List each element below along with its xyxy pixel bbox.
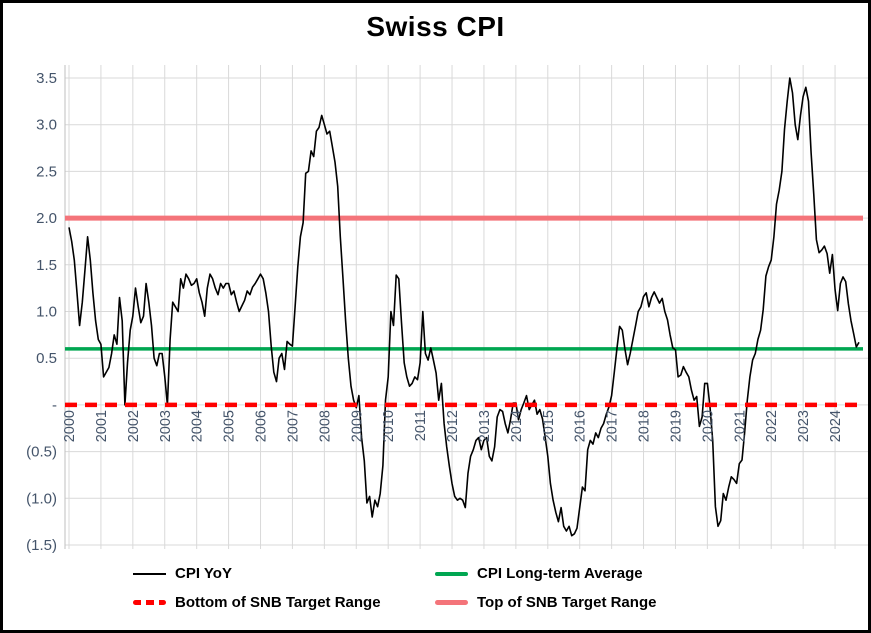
svg-text:2010: 2010 [381, 410, 397, 442]
svg-text:(1.5): (1.5) [26, 537, 57, 554]
x-axis-labels: 2000 2001 2002 2003 2004 2005 2006 2007 2008 2009… [62, 410, 844, 442]
svg-text:2013: 2013 [477, 410, 493, 442]
svg-text:2019: 2019 [668, 410, 684, 442]
svg-text:-: - [52, 397, 57, 414]
plot-area: 3.5 3.0 2.5 2.0 1.5 1.0 0.5 - (0.5) (1.0) (1.5) 200… [26, 65, 868, 554]
svg-text:0.5: 0.5 [36, 350, 57, 367]
svg-text:2009: 2009 [349, 410, 365, 442]
svg-text:2002: 2002 [126, 410, 142, 442]
svg-text:2014: 2014 [509, 410, 525, 442]
svg-text:2015: 2015 [541, 410, 557, 442]
svg-text:2003: 2003 [158, 410, 174, 442]
svg-text:2006: 2006 [254, 410, 270, 442]
legend-label-snb-target-bottom: Bottom of SNB Target Range [175, 594, 381, 611]
svg-text:(0.5): (0.5) [26, 444, 57, 461]
svg-text:2008: 2008 [317, 410, 333, 442]
svg-text:2020: 2020 [700, 410, 716, 442]
gridlines [64, 65, 868, 549]
svg-text:2018: 2018 [637, 410, 653, 442]
snb-bottom-dashed-swatch-icon [133, 600, 166, 605]
legend: CPI YoY CPI Long-term Average Bottom of … [133, 565, 656, 611]
cpi-yoy-line-swatch-icon [133, 572, 166, 575]
y-axis-labels: 3.5 3.0 2.5 2.0 1.5 1.0 0.5 - (0.5) (1.0) (1.5) [26, 70, 57, 554]
svg-text:2017: 2017 [605, 410, 621, 442]
svg-text:2001: 2001 [94, 410, 110, 442]
legend-item-snb-target-top: Top of SNB Target Range [435, 594, 656, 611]
svg-text:2023: 2023 [796, 410, 812, 442]
svg-text:2022: 2022 [764, 410, 780, 442]
svg-text:2011: 2011 [413, 410, 429, 441]
legend-item-snb-target-bottom: Bottom of SNB Target Range [133, 594, 435, 611]
chart-title: Swiss CPI [366, 11, 505, 42]
average-line-swatch-icon [435, 571, 468, 576]
legend-label-cpi-yoy: CPI YoY [175, 565, 232, 582]
svg-text:2004: 2004 [190, 410, 206, 442]
legend-label-cpi-long-term-average: CPI Long-term Average [477, 565, 643, 582]
cpi-yoy-line [68, 77, 860, 537]
svg-text:1.0: 1.0 [36, 304, 57, 321]
svg-text:2.0: 2.0 [36, 210, 57, 227]
svg-text:(1.0): (1.0) [26, 490, 57, 507]
svg-text:3.5: 3.5 [36, 70, 57, 87]
svg-text:2021: 2021 [732, 410, 748, 442]
svg-text:2016: 2016 [573, 410, 589, 442]
legend-item-cpi-long-term-average: CPI Long-term Average [435, 565, 656, 582]
svg-text:1.5: 1.5 [36, 257, 57, 274]
svg-text:2012: 2012 [445, 410, 461, 442]
svg-text:3.0: 3.0 [36, 117, 57, 134]
svg-text:2000: 2000 [62, 410, 78, 442]
svg-text:2007: 2007 [285, 410, 301, 442]
legend-label-snb-target-top: Top of SNB Target Range [477, 594, 657, 611]
legend-item-cpi-yoy: CPI YoY [133, 565, 435, 582]
svg-text:2024: 2024 [828, 410, 844, 442]
svg-text:2.5: 2.5 [36, 163, 57, 180]
snb-top-line-swatch-icon [435, 600, 468, 605]
svg-text:2005: 2005 [222, 410, 238, 442]
